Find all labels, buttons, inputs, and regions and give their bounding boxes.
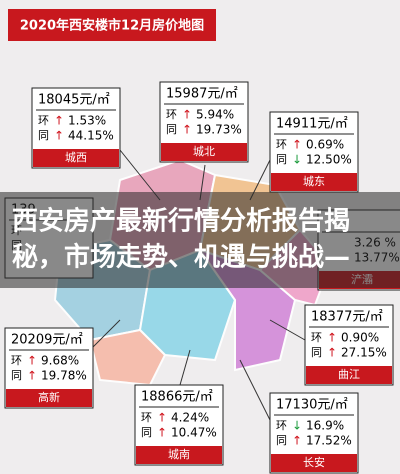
ring-value: 16.9%: [306, 419, 344, 433]
ring-label: 环: [276, 138, 287, 151]
price: 18045元/㎡: [38, 93, 110, 108]
yoy-label: 同: [11, 369, 22, 382]
yoy-value: 17.52%: [306, 434, 352, 448]
district-name: 城西: [65, 151, 87, 164]
ring-arrow: ↑: [54, 114, 64, 128]
yoy-arrow: ↑: [327, 346, 337, 360]
district-name: 城北: [193, 145, 215, 158]
price: 20209元/㎡: [11, 333, 83, 348]
price: 17130元/㎡: [276, 398, 348, 413]
yoy-arrow: ↑: [157, 426, 167, 440]
district-name: 城东: [303, 175, 325, 188]
yoy-value: 19.73%: [196, 123, 242, 137]
yoy-value: 10.47%: [171, 426, 217, 440]
yoy-arrow: ↓: [292, 153, 302, 167]
ring-arrow: ↑: [327, 331, 337, 345]
name-bar: [161, 143, 247, 161]
leader-line: [179, 349, 191, 386]
region: [88, 328, 167, 387]
yoy-arrow: ↑: [292, 434, 302, 448]
ring-value: 4.24%: [171, 411, 209, 425]
district-box: 20209元/㎡环 ↑ 9.68% 同 ↑ 19.78% 高新: [4, 327, 94, 409]
ring-value: 1.53%: [68, 114, 106, 128]
price: 18866元/㎡: [141, 390, 213, 405]
ring-arrow: ↑: [27, 354, 37, 368]
name-bar: [6, 389, 92, 407]
district-box: 18377元/㎡环 ↑ 0.90% 同 ↑ 27.15% 曲江: [304, 304, 394, 386]
ring-value: 5.94%: [196, 108, 234, 122]
yoy-label: 同: [276, 434, 287, 447]
yoy-label: 同: [276, 153, 287, 166]
ring-arrow: ↑: [157, 411, 167, 425]
ring-label: 环: [141, 411, 152, 424]
district-name: 曲江: [338, 368, 360, 381]
ring-arrow: ↑: [182, 108, 192, 122]
yoy-value: 19.78%: [41, 369, 87, 383]
price: 14911元/㎡: [276, 117, 348, 132]
yoy-value: 27.15%: [341, 346, 387, 360]
yoy-label: 同: [166, 123, 177, 136]
yoy-arrow: ↑: [182, 123, 192, 137]
headline-line: 西安房产最新行情分析报告揭: [12, 206, 350, 237]
ring-value: 0.90%: [341, 331, 379, 345]
district-name: 高新: [38, 390, 60, 404]
ring-label: 环: [11, 354, 22, 367]
name-bar: [271, 454, 357, 472]
yoy-arrow: ↑: [27, 369, 37, 383]
header-title: 2020年西安楼市12月房价地图: [20, 18, 204, 34]
ring-label: 环: [166, 108, 177, 121]
headline-band: [0, 192, 400, 288]
district-name: 城南: [168, 448, 190, 461]
district-box: 18045元/㎡环 ↑ 1.53% 同 ↑ 44.15% 城西: [31, 87, 121, 169]
district-name: 长安: [303, 455, 325, 469]
name-bar: [271, 173, 357, 191]
ring-value: 0.69%: [306, 138, 344, 152]
yoy-arrow: ↑: [54, 129, 64, 143]
district-box: 15987元/㎡环 ↑ 5.94% 同 ↑ 19.73% 城北: [159, 81, 249, 163]
headline-line: 秘，市场走势、机遇与挑战—: [12, 242, 350, 273]
leader-line: [269, 319, 306, 341]
ring-label: 环: [311, 331, 322, 344]
header-bar: [8, 9, 216, 41]
ring-arrow: ↓: [292, 419, 302, 433]
yoy-label: 同: [311, 346, 322, 359]
district-box: 17130元/㎡环 ↓ 16.9% 同 ↑ 17.52% 长安: [269, 392, 359, 474]
yoy-label: 同: [141, 426, 152, 439]
name-bar: [33, 149, 119, 167]
ring-label: 环: [38, 114, 49, 127]
ring-value: 9.68%: [41, 354, 79, 368]
leader-line: [89, 319, 121, 351]
price: 18377元/㎡: [311, 310, 383, 325]
price: 15987元/㎡: [166, 87, 238, 102]
yoy-value: 44.15%: [68, 129, 114, 143]
district-box: 14911元/㎡环 ↑ 0.69% 同 ↓ 12.50% 城东: [269, 111, 359, 193]
leader-line: [119, 149, 161, 201]
name-bar: [306, 366, 392, 384]
name-bar: [136, 446, 222, 464]
yoy-label: 同: [38, 129, 49, 142]
yoy-value: 12.50%: [306, 153, 352, 167]
ring-label: 环: [276, 419, 287, 432]
district-box: 18866元/㎡环 ↑ 4.24% 同 ↑ 10.47% 城南: [134, 384, 224, 466]
leader-line: [239, 359, 271, 421]
ring-arrow: ↑: [292, 138, 302, 152]
